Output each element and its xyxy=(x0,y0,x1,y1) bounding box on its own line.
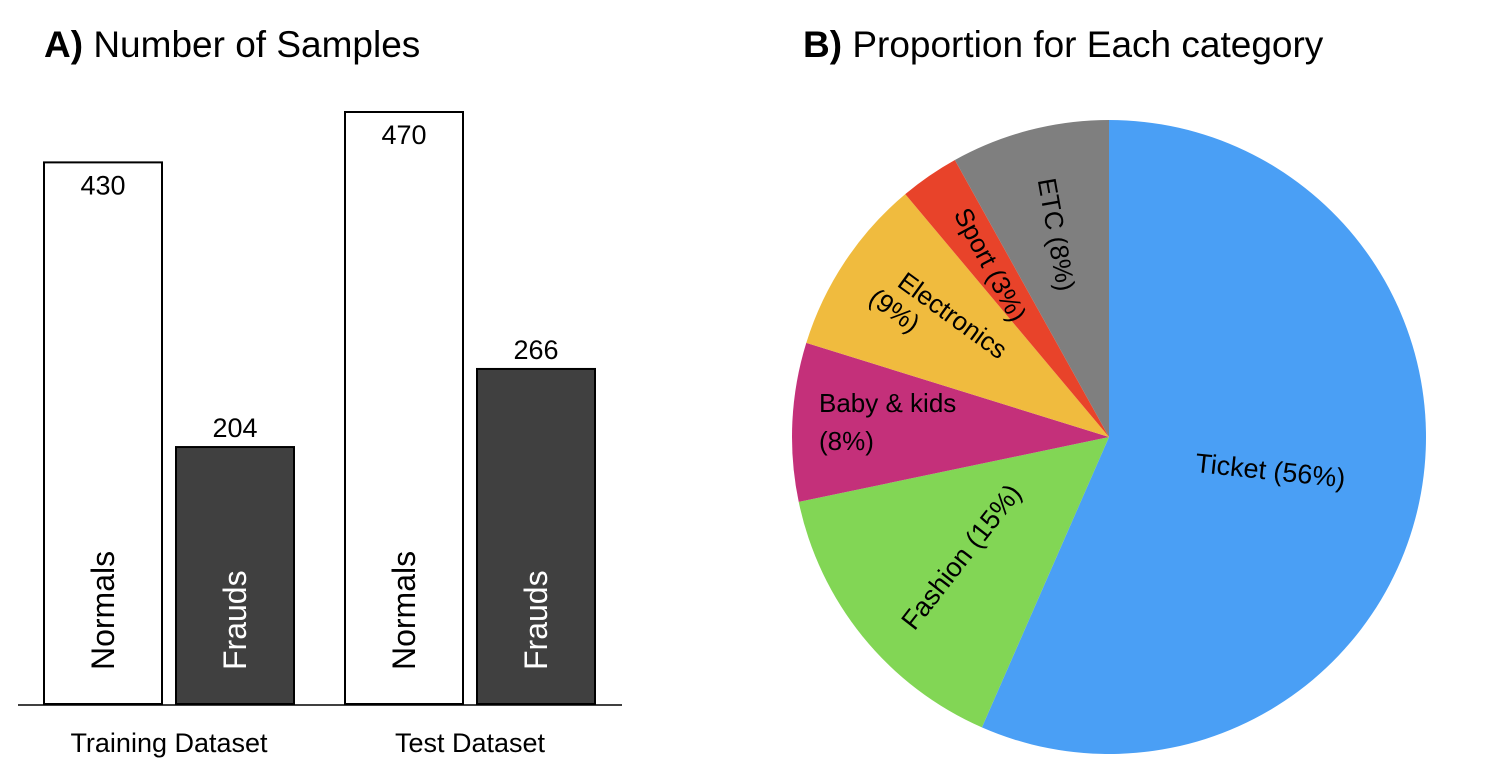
pie-label-sport: Sport (3%) xyxy=(948,203,1033,327)
pie-slice-etc xyxy=(954,120,1109,437)
bar-frauds-1 xyxy=(476,367,596,705)
x-category-label: Training Dataset xyxy=(70,728,268,758)
pie-label-fashion: Fashion (15%) xyxy=(896,479,1028,636)
bar-value-label: 204 xyxy=(212,413,257,443)
pie-slice-electronics xyxy=(806,194,1109,437)
pie-label-baby: Baby & kids (8%) xyxy=(819,388,956,456)
pie-label-ticket: Ticket (56%) xyxy=(1194,448,1347,494)
bar-normals-0 xyxy=(43,161,163,705)
bar-series-label: Normals xyxy=(386,551,422,670)
bar-value-label: 266 xyxy=(513,335,558,365)
pie-chart-title-text: Proportion for Each category xyxy=(852,24,1324,65)
bar-series-label: Normals xyxy=(85,551,121,670)
bar-value-label: 470 xyxy=(381,120,426,150)
pie-label-etc: ETC (8%) xyxy=(1032,176,1081,294)
pie-slice-sport xyxy=(905,159,1109,437)
bar-chart-title: A) Number of Samples xyxy=(44,24,420,66)
bar-value-label: 430 xyxy=(80,170,125,200)
pie-slice-baby xyxy=(792,342,1109,502)
bar-series-label: Frauds xyxy=(217,570,253,670)
pie-slice-ticket xyxy=(981,120,1426,754)
pie-chart-title: B) Proportion for Each category xyxy=(803,24,1323,66)
pie-slice-fashion xyxy=(798,437,1109,728)
bar-chart: 430 Normals 204 Frauds Training Dataset 470 No… xyxy=(18,111,622,758)
bar-normals-1 xyxy=(344,111,464,705)
bar-series-label: Frauds xyxy=(518,570,554,670)
bar-frauds-0 xyxy=(175,446,295,705)
bar-chart-title-text: Number of Samples xyxy=(93,24,421,65)
x-category-label: Test Dataset xyxy=(395,728,546,758)
pie-label-electronics: Electronics(9%) xyxy=(864,258,1013,389)
pie-chart-panel-tag: B) xyxy=(803,24,843,65)
bar-chart-panel-tag: A) xyxy=(44,24,84,65)
